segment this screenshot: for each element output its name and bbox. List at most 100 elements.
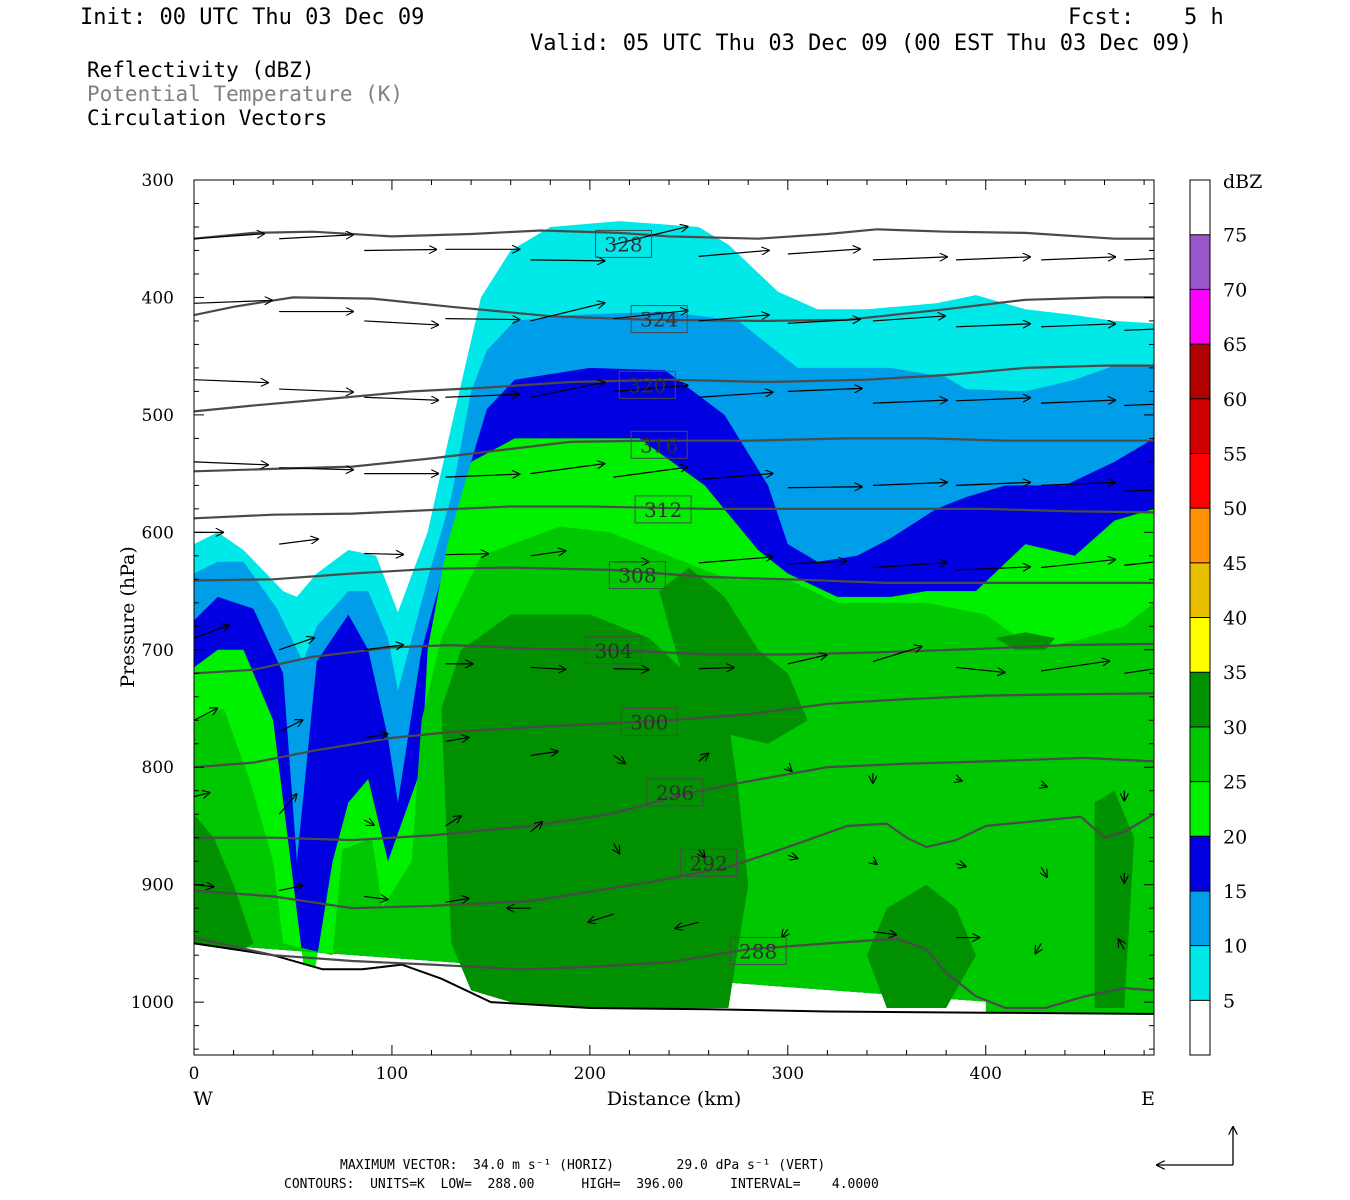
circulation-vector — [364, 734, 387, 738]
colorbar-level-label: 20 — [1223, 826, 1247, 848]
contour-label-296: 296 — [656, 781, 694, 805]
circulation-vector — [1041, 324, 1115, 327]
circulation-vector — [872, 316, 945, 322]
y-tick-label: 300 — [142, 171, 174, 191]
forecast-label: Fcst: — [1068, 5, 1135, 30]
circulation-vector — [279, 389, 353, 392]
circulation-vector — [1041, 661, 1109, 672]
colorbar-swatch — [1190, 781, 1210, 837]
circulation-vector — [1118, 939, 1124, 950]
y-tick-label: 500 — [142, 406, 174, 426]
theta-contour-324 — [194, 296, 1154, 323]
circulation-vector — [530, 551, 565, 557]
colorbar-swatch — [1190, 890, 1210, 946]
contour-label-292: 292 — [690, 851, 728, 875]
contour-label-300: 300 — [630, 710, 668, 734]
field-label-reflectivity: Reflectivity (dBZ) — [87, 58, 315, 82]
circulation-vector — [194, 625, 229, 639]
circulation-vector — [530, 464, 604, 475]
circulation-vector — [530, 382, 604, 398]
circulation-vector — [955, 864, 966, 867]
reflectivity-region-30dbz — [441, 614, 749, 1008]
circulation-vector — [956, 324, 1030, 327]
circulation-vector — [364, 645, 403, 651]
contour-label-box — [680, 848, 738, 877]
reference-vector-icon — [1157, 1127, 1233, 1165]
colorbar-level-label: 50 — [1223, 498, 1247, 520]
circulation-vector — [194, 793, 210, 797]
contour-label-312: 312 — [644, 498, 682, 522]
circulation-vector — [445, 554, 488, 555]
circulation-vector — [872, 482, 947, 485]
circulation-vector — [194, 462, 268, 465]
circulation-vector — [698, 315, 769, 322]
reflectivity-region-30dbz — [659, 567, 808, 744]
colorbar-swatch-top — [1190, 180, 1210, 235]
circulation-vector — [699, 849, 705, 857]
circulation-vector — [613, 227, 688, 246]
circulation-vector — [872, 932, 896, 935]
circulation-vector — [1041, 482, 1115, 485]
colorbar-level-label: 45 — [1223, 553, 1247, 575]
circulation-vector — [1035, 943, 1041, 953]
circulation-vector — [613, 311, 688, 320]
circulation-vector — [279, 468, 353, 470]
colorbar-swatch — [1190, 726, 1210, 782]
circulation-vector — [1124, 489, 1154, 492]
circulation-vector — [1124, 328, 1154, 331]
colorbar-swatch — [1190, 617, 1210, 673]
colorbar-unit-label: dBZ — [1223, 171, 1262, 193]
circulation-vector — [278, 886, 302, 891]
colorbar-level-label: 55 — [1223, 443, 1247, 465]
theta-contour-312 — [194, 505, 1154, 520]
x-axis-west-label: W — [193, 1088, 213, 1110]
circulation-vector — [194, 708, 217, 721]
y-tick-label: 1000 — [131, 993, 174, 1013]
circulation-vector — [787, 319, 860, 323]
circulation-vector — [1041, 400, 1115, 403]
colorbar-level-label: 15 — [1223, 881, 1247, 903]
circulation-vector — [787, 655, 827, 665]
plot-frame — [193, 179, 1155, 1056]
circulation-vector — [787, 561, 847, 564]
circulation-vector — [872, 257, 947, 260]
y-tick-label: 400 — [142, 288, 174, 308]
circulation-vector — [445, 898, 468, 902]
theta-contour-300 — [194, 692, 1154, 769]
circulation-vector — [782, 929, 788, 937]
x-tick-label: 300 — [772, 1064, 804, 1084]
colorbar-level-label: 65 — [1223, 334, 1247, 356]
circulation-vector — [279, 539, 318, 545]
colorbar-swatch — [1190, 836, 1210, 891]
circulation-vector — [698, 557, 773, 564]
colorbar-level-label: 70 — [1223, 279, 1247, 301]
reflectivity-region-30dbz — [1094, 790, 1135, 1008]
circulation-vector — [364, 321, 438, 325]
circulation-vector — [445, 474, 519, 477]
circulation-vector — [194, 300, 272, 303]
circulation-vector — [872, 647, 922, 663]
circulation-vector — [1041, 785, 1047, 787]
colorbar-swatch — [1190, 234, 1210, 290]
theta-contour-320 — [194, 364, 1154, 413]
init-label: Init: 00 UTC Thu 03 Dec 09 — [80, 5, 425, 30]
colorbar-level-label: 5 — [1223, 990, 1235, 1012]
circulation-vector — [364, 896, 387, 899]
contour-label-320: 320 — [628, 373, 666, 397]
circulation-vector — [1041, 866, 1047, 877]
circulation-vector — [787, 855, 798, 858]
circulation-vector — [873, 861, 877, 864]
circulation-vector — [787, 487, 862, 488]
circulation-vector — [872, 563, 947, 569]
colorbar-level-label: 10 — [1223, 936, 1247, 958]
x-tick-label: 400 — [970, 1064, 1002, 1084]
colorbar-swatch — [1190, 945, 1210, 1001]
contour-label-box — [618, 370, 676, 399]
field-label-potential-temperature: Potential Temperature (K) — [87, 82, 404, 106]
circulation-vector — [530, 752, 557, 756]
forecast-hour: 5 h — [1184, 5, 1224, 30]
circulation-vector — [613, 755, 626, 764]
theta-contour-304 — [194, 642, 1154, 675]
colorbar-level-label: 75 — [1223, 225, 1247, 247]
